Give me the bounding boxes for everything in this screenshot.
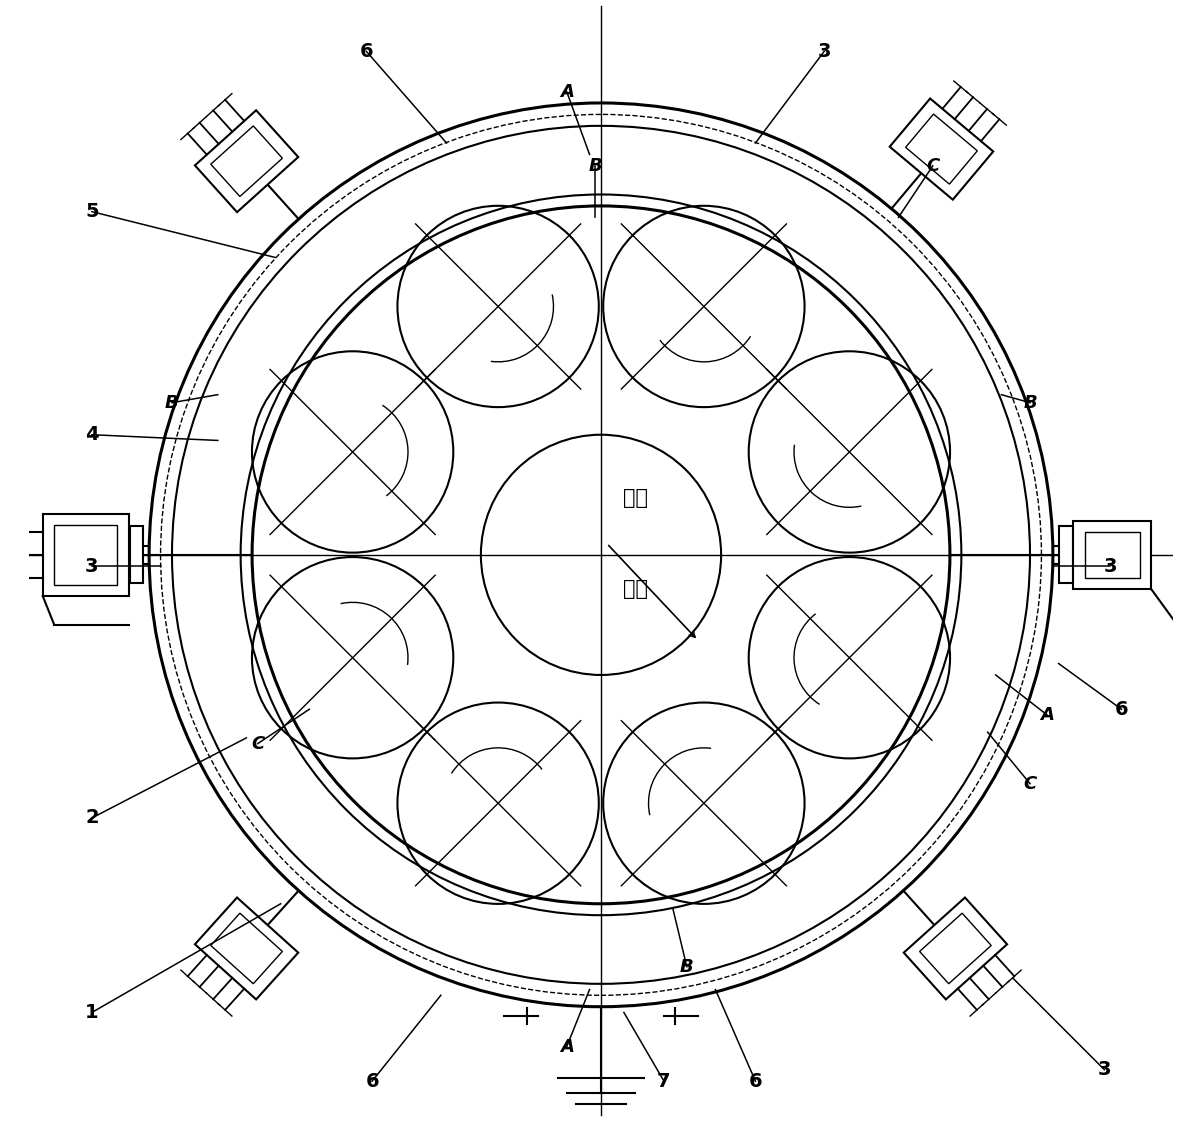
Text: A: A [560,1038,573,1056]
Text: 6: 6 [365,1072,379,1090]
Bar [54,525,117,585]
Text: 5: 5 [85,202,99,221]
Polygon shape [195,898,298,1000]
Text: C: C [251,734,264,753]
Text: B: B [680,958,694,976]
Text: 3: 3 [817,42,831,61]
Bar [43,514,129,596]
Text: 公转: 公转 [623,487,648,508]
Text: B: B [1023,394,1037,412]
Text: 自转: 自转 [623,579,648,599]
Text: 4: 4 [85,426,99,444]
Bar [1085,532,1139,578]
Text: C: C [926,157,940,175]
Text: A: A [1040,706,1054,724]
Polygon shape [904,898,1007,1000]
Text: 6: 6 [359,42,374,61]
Text: 3: 3 [85,557,99,575]
Text: B: B [165,394,179,412]
Text: A: A [560,82,573,101]
Polygon shape [889,98,993,200]
Bar [130,526,143,583]
Text: 2: 2 [85,809,99,827]
Text: 3: 3 [1097,1060,1111,1079]
Text: 7: 7 [657,1072,671,1090]
Text: 1: 1 [85,1003,99,1022]
Text: 6: 6 [1114,700,1129,718]
Text: C: C [1023,774,1036,793]
Bar [1059,526,1073,583]
Text: 3: 3 [1103,557,1117,575]
Text: 6: 6 [749,1072,762,1090]
Bar [1073,521,1152,589]
Polygon shape [195,110,298,212]
Text: B: B [589,157,602,175]
